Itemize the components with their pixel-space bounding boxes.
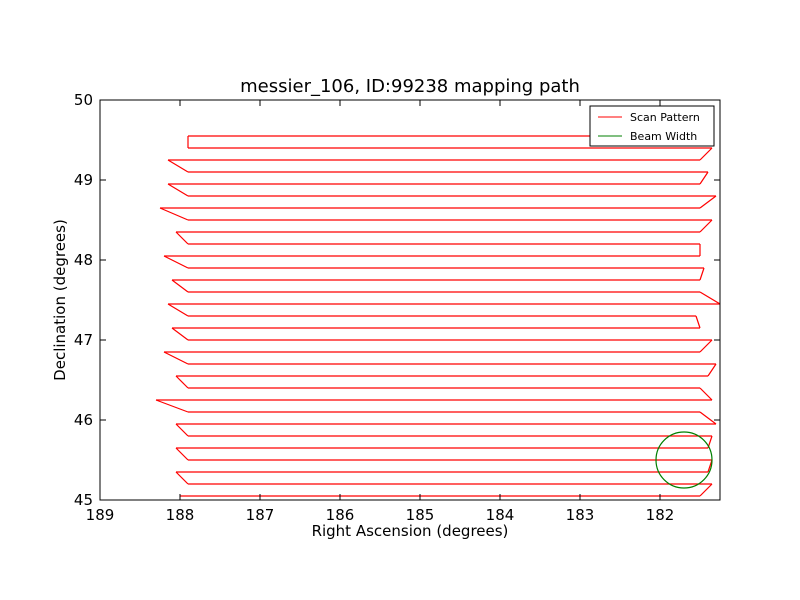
scan-turnaround-line <box>699 171 709 185</box>
scan-turnaround-line <box>155 399 189 413</box>
scan-turnaround-line <box>163 255 189 269</box>
scan-turnaround-line <box>175 423 189 437</box>
x-axis: 189 188 187 186 185 184 183 182 <box>86 100 675 524</box>
scan-turnaround-line <box>167 303 189 317</box>
x-tick-label: 188 <box>166 506 195 524</box>
scan-turnaround-line <box>699 291 720 305</box>
legend-label-beam-width: Beam Width <box>630 130 697 143</box>
beam-width-series <box>655 431 713 489</box>
scan-turnaround-line <box>167 183 189 197</box>
scan-pattern-series <box>155 135 720 497</box>
plot-frame <box>99 99 721 501</box>
scan-turnaround-line <box>175 447 189 461</box>
scan-turnaround-line <box>175 375 189 389</box>
scan-turnaround-line <box>175 471 189 485</box>
x-tick-label: 184 <box>486 506 515 524</box>
scan-turnaround-line <box>699 195 717 209</box>
scan-turnaround-line <box>163 351 189 365</box>
y-tick-label: 49 <box>74 171 93 189</box>
scan-turnaround-line <box>175 231 189 245</box>
scan-turnaround-line <box>707 459 713 473</box>
y-tick-label: 50 <box>74 91 93 109</box>
scan-turnaround-line <box>699 219 713 233</box>
x-tick-label: 186 <box>326 506 355 524</box>
scan-turnaround-line <box>171 279 189 293</box>
x-tick-label: 182 <box>646 506 675 524</box>
y-tick-label: 45 <box>74 491 93 509</box>
scan-turnaround-line <box>707 363 717 377</box>
legend: Scan Pattern Beam Width <box>589 105 715 147</box>
x-axis-label: Right Ascension (degrees) <box>312 522 509 540</box>
y-tick-label: 47 <box>74 331 93 349</box>
scan-turnaround-line <box>171 327 189 341</box>
scan-turnaround-line <box>699 483 713 497</box>
y-tick-label: 46 <box>74 411 93 429</box>
x-tick-label: 189 <box>86 506 115 524</box>
scan-turnaround-line <box>699 387 713 401</box>
scan-turnaround-line <box>167 159 189 173</box>
legend-label-scan-pattern: Scan Pattern <box>630 111 700 124</box>
y-axis-label: Declination (degrees) <box>51 219 69 381</box>
x-tick-label: 183 <box>566 506 595 524</box>
scan-turnaround-line <box>159 207 189 221</box>
x-tick-label: 185 <box>406 506 435 524</box>
plot-area <box>99 99 721 501</box>
y-axis: 45 46 47 48 49 50 <box>74 91 720 509</box>
beam-width-circle <box>655 431 713 489</box>
x-tick-label: 187 <box>246 506 275 524</box>
scan-turnaround-line <box>699 267 705 281</box>
scan-turnaround-line <box>699 339 713 353</box>
y-tick-label: 48 <box>74 251 93 269</box>
chart-title: messier_106, ID:99238 mapping path <box>240 76 580 97</box>
scan-turnaround-line <box>699 147 713 161</box>
legend-box <box>589 105 715 147</box>
scan-turnaround-line <box>699 411 717 425</box>
scan-turnaround-line <box>695 315 701 329</box>
